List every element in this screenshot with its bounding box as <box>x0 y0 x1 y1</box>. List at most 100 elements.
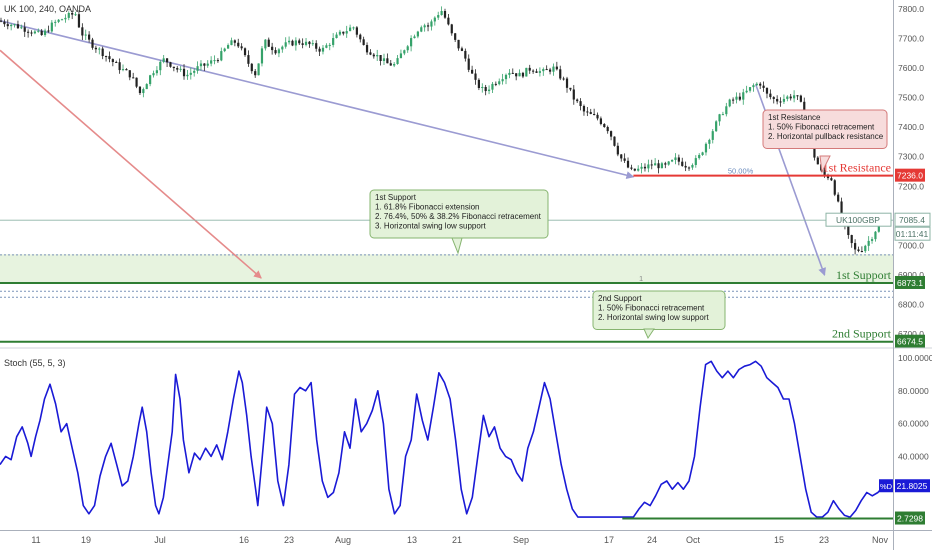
support-1-price-tag <box>895 275 925 289</box>
price-tick-label: 7400.0 <box>898 122 924 132</box>
support2-note-box <box>592 290 726 330</box>
candle-body <box>704 143 708 153</box>
candle-body <box>345 31 348 34</box>
candle-body <box>182 68 186 77</box>
candle-body <box>735 96 738 100</box>
candle-body <box>342 31 345 34</box>
candle-body <box>562 78 565 80</box>
support-note-line-3: 3. Horizontal swing low support <box>375 222 486 231</box>
candle-body <box>854 243 857 250</box>
candle-body <box>162 58 165 62</box>
candle-body <box>850 235 853 244</box>
candle-body <box>630 167 633 169</box>
stoch-line <box>0 360 885 518</box>
candle-body <box>789 96 792 99</box>
candle-body <box>37 30 40 32</box>
support-note-line-0: 1st Support <box>375 193 417 202</box>
candle-body <box>43 30 47 36</box>
candle-body <box>13 24 16 26</box>
candle-body <box>694 158 697 165</box>
candle-body <box>569 87 572 90</box>
support2-note-pointer <box>643 328 655 340</box>
time-tick-label: 24 <box>647 535 657 545</box>
candle-body <box>830 178 833 181</box>
candle-body <box>138 86 142 94</box>
time-axis[interactable]: 11 19 Jul 16 23 Aug 13 21 Sep 17 24 Oct 15 23 Nov <box>31 535 888 545</box>
candle-body <box>464 50 467 59</box>
candle-body <box>348 27 352 32</box>
candle-body <box>596 114 599 119</box>
candle-body <box>698 154 701 159</box>
candle-body <box>626 160 630 168</box>
candle-body <box>216 60 220 62</box>
time-tick-label: 11 <box>31 535 40 545</box>
stoch-low-tag <box>895 511 925 525</box>
candle-body <box>504 74 508 80</box>
support-1-label: 1st Support <box>836 268 892 282</box>
candle-body <box>748 87 752 91</box>
stoch-current-tag <box>895 479 930 493</box>
candle-body <box>545 69 548 71</box>
price-tick-label: 6700.0 <box>898 329 924 339</box>
candle-body <box>318 48 321 52</box>
candle-body <box>382 58 386 62</box>
candle-body <box>860 251 863 253</box>
candle-body <box>576 99 579 102</box>
candle-body <box>165 58 169 63</box>
stoch-tick-label: 100.0000 <box>898 353 932 363</box>
support2-note-line-0: 2nd Support <box>598 294 642 303</box>
candle-body <box>287 40 291 43</box>
candle-body <box>471 69 474 74</box>
candle-body <box>711 131 714 140</box>
candle-body <box>813 143 816 158</box>
candle-body <box>243 48 247 56</box>
candle-body <box>250 63 253 72</box>
candle-body <box>677 157 680 162</box>
candle-body <box>776 98 779 102</box>
candle-body <box>572 89 575 100</box>
candle-body <box>752 85 755 88</box>
candle-body <box>40 30 43 36</box>
candle-body <box>423 25 426 28</box>
time-tick-label: Oct <box>686 535 701 545</box>
candle-body <box>386 58 389 64</box>
candle-body <box>57 19 60 22</box>
candle-body <box>247 55 250 64</box>
candle-body <box>111 59 114 63</box>
price-tick-label: 7200.0 <box>898 181 924 191</box>
stochastic-panel: 100.0000 80.0000 60.0000 40.0000 2.7298 %D 21.… <box>0 353 932 525</box>
candle-body <box>687 167 691 169</box>
symbol-info[interactable]: UK 100, 240, OANDA <box>4 4 91 14</box>
candle-body <box>210 60 213 64</box>
resistance-note-box <box>762 109 888 149</box>
candle-body <box>715 121 718 132</box>
support-note-line-1: 1. 61.8% Fibonacci extension <box>375 203 480 212</box>
candle-body <box>623 158 626 161</box>
candle-body <box>74 14 77 16</box>
time-tick-label: 23 <box>284 535 294 545</box>
candle-body <box>203 63 206 66</box>
candle-body <box>433 17 436 22</box>
candle-body <box>325 45 328 48</box>
support-2-price-tag-text: 6674.5 <box>897 337 923 347</box>
candle-body <box>548 69 552 72</box>
candle-body <box>101 48 104 57</box>
candle-body <box>864 245 867 252</box>
candle-body <box>149 75 152 85</box>
candle-body <box>396 58 399 64</box>
candle-body <box>443 11 447 18</box>
stoch-indicator-title[interactable]: Stoch (55, 5, 3) <box>4 358 66 368</box>
candle-body <box>199 63 203 67</box>
resistance-label: 1st Resistance <box>823 161 891 175</box>
candle-body <box>477 79 480 89</box>
candle-body <box>426 25 430 27</box>
candle-body <box>643 166 647 169</box>
candle-body <box>637 168 640 171</box>
price-tick-label: 6800.0 <box>898 300 924 310</box>
candle-body <box>159 61 162 71</box>
candle-body <box>450 24 453 34</box>
price-tick-label: 7500.0 <box>898 93 924 103</box>
